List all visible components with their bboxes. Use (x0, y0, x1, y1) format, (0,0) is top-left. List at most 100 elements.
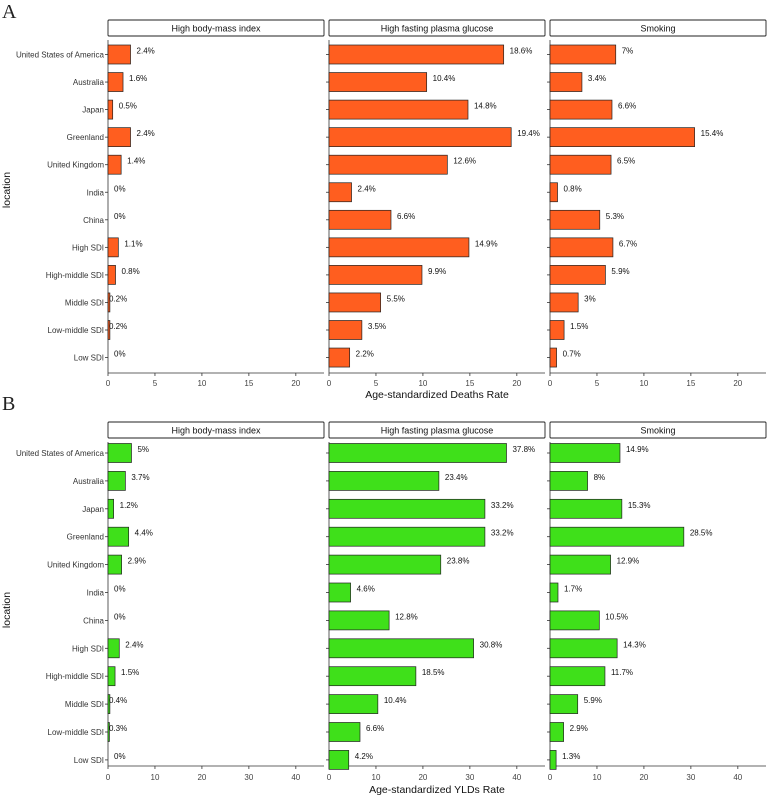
x-tick-label: 10 (372, 773, 381, 782)
data-label-japan: 6.6% (618, 102, 636, 111)
bar-low-sdi (549, 347, 557, 368)
category-label-united-states-of-america: United States of America (16, 449, 105, 458)
bar-australia (107, 471, 126, 491)
data-label-china: 0% (114, 212, 126, 221)
bar-high-middle-sdi (328, 666, 417, 687)
data-label-india: 0% (114, 184, 126, 193)
category-label-united-kingdom: United Kingdom (47, 561, 104, 570)
panel-letter: A (2, 1, 17, 23)
data-label-greenland: 19.4% (517, 129, 540, 138)
bar-high-middle-sdi (549, 265, 606, 285)
data-label-china: 12.8% (395, 612, 418, 621)
data-label-high-sdi: 14.9% (475, 239, 498, 248)
category-label-china: China (83, 216, 104, 225)
category-label-india: India (87, 188, 105, 197)
data-label-china: 10.5% (605, 612, 628, 621)
data-label-india: 0.8% (564, 184, 582, 193)
data-label-low-middle-sdi: 3.5% (368, 322, 386, 331)
bar-low-middle-sdi (107, 722, 110, 742)
data-label-middle-sdi: 10.4% (384, 696, 407, 705)
bar-united-states-of-america (107, 44, 131, 65)
y-axis-title: location (1, 592, 13, 628)
facet-high-fasting-plasma-glucose: High fasting plasma glucose 0 5 10 15 20 18.6%… (326, 19, 546, 388)
bar-china (549, 209, 601, 230)
bar-high-middle-sdi (107, 265, 116, 285)
bar-high-sdi (107, 237, 119, 258)
x-axis-title: Age-standardized YLDs Rate (369, 784, 505, 796)
data-label-india: 0% (114, 585, 126, 594)
bar-china (549, 610, 600, 631)
bar-united-kingdom (328, 554, 442, 575)
bar-united-states-of-america (549, 443, 621, 463)
facet-strip (549, 421, 767, 439)
category-label-middle-sdi: Middle SDI (65, 298, 104, 307)
facet-strip-label: Smoking (640, 426, 675, 436)
bar-india (328, 182, 352, 203)
facet-strip (107, 421, 325, 439)
x-tick-label: 10 (418, 379, 427, 388)
bar-low-sdi (328, 750, 350, 770)
bar-united-kingdom (549, 554, 611, 575)
facet-strip-label: High body-mass index (171, 426, 261, 436)
data-label-united-kingdom: 12.9% (617, 557, 640, 566)
data-label-high-middle-sdi: 0.8% (122, 267, 140, 276)
category-label-australia: Australia (73, 477, 105, 486)
x-tick-label: 10 (151, 773, 160, 782)
data-label-high-sdi: 30.8% (480, 640, 503, 649)
data-label-middle-sdi: 5.5% (387, 294, 405, 303)
facet-strip-label: High fasting plasma glucose (381, 24, 494, 34)
data-label-high-middle-sdi: 1.5% (121, 668, 139, 677)
data-label-united-kingdom: 2.9% (128, 557, 146, 566)
bar-middle-sdi (107, 694, 111, 714)
bar-australia (549, 72, 583, 92)
category-label-low-sdi: Low SDI (74, 354, 104, 363)
category-label-united-kingdom: United Kingdom (47, 161, 104, 170)
data-label-united-kingdom: 12.6% (453, 157, 476, 166)
bar-high-sdi (328, 638, 474, 659)
x-tick-label: 5 (374, 379, 379, 388)
data-label-united-states-of-america: 2.4% (137, 47, 155, 56)
facet-smoking: Smoking 0 10 20 30 40 14.9% 8% 15.3% 28.5% 12.9% 1.… (547, 421, 767, 782)
facet-strip (107, 19, 325, 37)
category-label-india: India (87, 589, 105, 598)
data-label-high-sdi: 2.4% (125, 640, 143, 649)
bar-china (328, 610, 390, 631)
x-tick-label: 15 (244, 379, 253, 388)
data-label-china: 0% (114, 612, 126, 621)
x-tick-label: 40 (512, 773, 521, 782)
x-tick-label: 20 (639, 773, 648, 782)
category-label-china: China (83, 616, 104, 625)
bar-united-states-of-america (328, 443, 507, 463)
category-label-australia: Australia (73, 78, 105, 87)
facet-strip-label: High body-mass index (171, 24, 261, 34)
bar-low-middle-sdi (107, 320, 111, 340)
data-label-greenland: 28.5% (690, 529, 713, 538)
category-label-united-states-of-america: United States of America (16, 51, 105, 60)
data-label-high-middle-sdi: 5.9% (611, 267, 629, 276)
bar-japan (107, 99, 114, 120)
panel-letter: B (2, 393, 15, 415)
bar-australia (328, 471, 440, 491)
data-label-japan: 0.5% (119, 102, 137, 111)
category-label-japan: Japan (82, 505, 104, 514)
bar-australia (328, 72, 428, 92)
bar-greenland (328, 526, 486, 547)
data-label-high-middle-sdi: 18.5% (422, 668, 445, 677)
data-label-japan: 33.2% (491, 501, 514, 510)
data-label-japan: 1.2% (120, 501, 138, 510)
data-label-middle-sdi: 0.2% (109, 294, 127, 303)
data-label-high-middle-sdi: 11.7% (611, 668, 633, 677)
bar-india (549, 182, 558, 203)
data-label-united-states-of-america: 7% (622, 47, 634, 56)
data-label-united-kingdom: 1.4% (127, 157, 145, 166)
data-label-greenland: 4.4% (135, 529, 153, 538)
x-tick-label: 20 (418, 773, 427, 782)
x-tick-label: 40 (733, 773, 742, 782)
bar-united-states-of-america (107, 443, 132, 463)
bar-greenland (549, 526, 685, 547)
data-label-china: 5.3% (606, 212, 624, 221)
data-label-low-sdi: 0% (114, 752, 126, 761)
data-label-low-middle-sdi: 1.5% (570, 322, 588, 331)
x-tick-label: 10 (639, 379, 648, 388)
bar-australia (549, 471, 588, 491)
